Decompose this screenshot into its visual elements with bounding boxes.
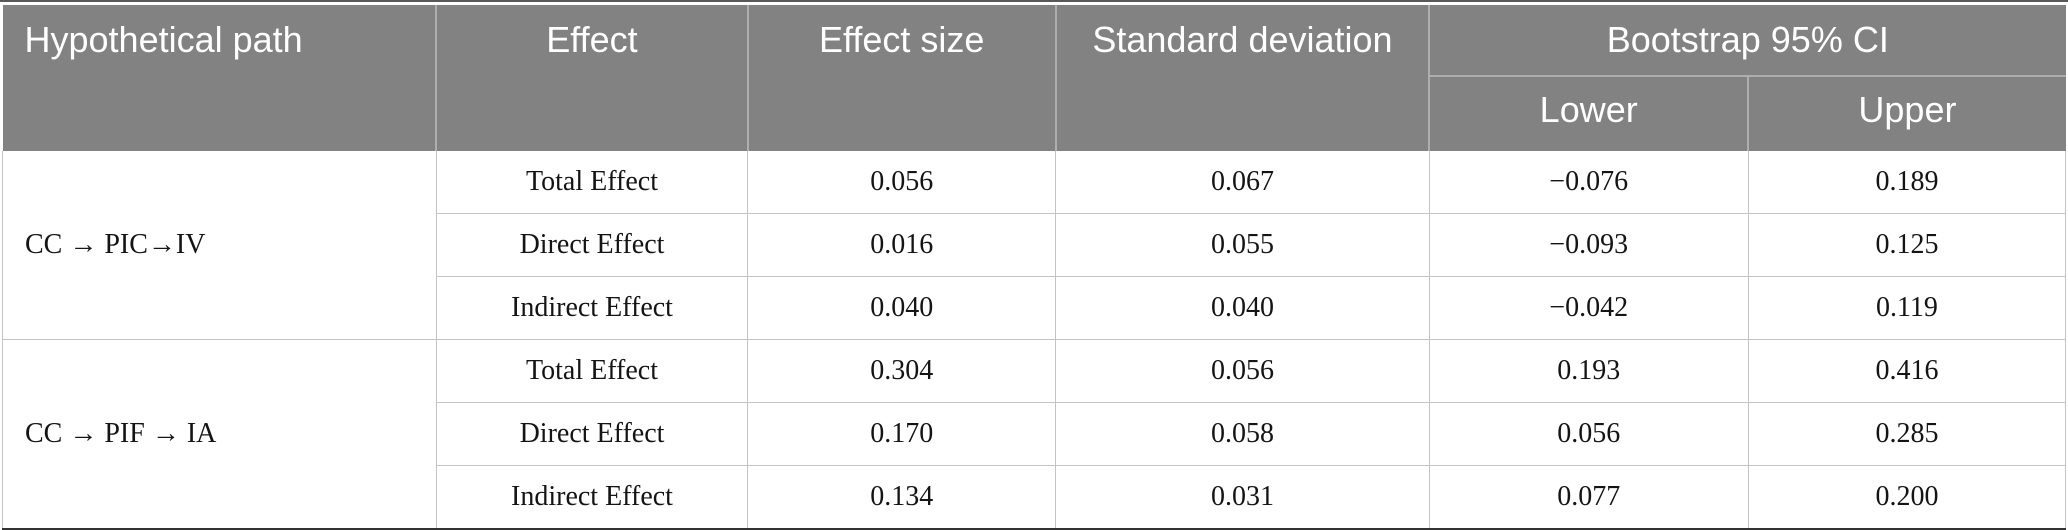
sd-cell: 0.056 — [1055, 339, 1430, 403]
table-row: Indirect Effect 0.040 0.040 −0.042 0.119 — [3, 276, 2067, 340]
header-effect-size: Effect size — [746, 5, 1056, 151]
path-cell-group2: CC → PIF → IA — [2, 339, 437, 530]
ci-upper-cell: 0.125 — [1747, 213, 2067, 277]
effect-size-cell: 0.040 — [747, 276, 1057, 340]
header-effect: Effect — [435, 5, 748, 151]
header-bootstrap-ci: Bootstrap 95% CI — [1428, 5, 2066, 77]
sd-cell: 0.058 — [1055, 402, 1430, 466]
table-body: CC → PIC→IV Total Effect 0.056 0.067 −0.… — [2, 151, 2067, 530]
effect-type-cell: Indirect Effect — [435, 276, 749, 340]
header-row-main: Hypothetical path Effect Effect size Sta… — [2, 5, 2066, 151]
table-row: CC → PIC→IV Total Effect 0.056 0.067 −0.… — [2, 151, 2067, 340]
header-hypothetical-path: Hypothetical path — [2, 5, 437, 151]
sd-cell: 0.040 — [1055, 276, 1430, 340]
effect-size-cell: 0.304 — [747, 339, 1057, 403]
header-lower: Lower — [1428, 76, 1749, 151]
effect-size-cell: 0.016 — [747, 213, 1057, 277]
header-upper: Upper — [1747, 76, 2066, 151]
ci-upper-cell: 0.416 — [1747, 339, 2067, 403]
ci-lower-cell: −0.042 — [1428, 276, 1749, 340]
effect-type-cell: Indirect Effect — [435, 465, 749, 530]
effect-type-cell: Direct Effect — [435, 402, 749, 466]
ci-upper-cell: 0.189 — [1747, 151, 2067, 214]
effect-size-cell: 0.170 — [747, 402, 1057, 466]
header-standard-deviation: Standard deviation — [1054, 5, 1430, 151]
path-cell-group1: CC → PIC→IV — [2, 151, 437, 340]
ci-lower-cell: −0.093 — [1428, 213, 1749, 277]
ci-upper-cell: 0.119 — [1747, 276, 2067, 340]
effect-size-cell: 0.134 — [747, 465, 1057, 530]
effect-size-cell: 0.056 — [747, 151, 1057, 214]
sd-cell: 0.067 — [1055, 151, 1430, 214]
table-row: Indirect Effect 0.134 0.031 0.077 0.200 — [3, 465, 2067, 530]
sd-cell: 0.031 — [1055, 465, 1430, 530]
table-row: CC → PIF → IA Total Effect 0.304 0.056 0… — [2, 339, 2067, 530]
ci-upper-cell: 0.285 — [1747, 402, 2067, 466]
ci-lower-cell: −0.076 — [1428, 151, 1749, 214]
ci-lower-cell: 0.077 — [1428, 465, 1749, 530]
effect-type-cell: Direct Effect — [435, 213, 749, 277]
table-header: Hypothetical path Effect Effect size Sta… — [2, 5, 2066, 151]
effect-type-cell: Total Effect — [435, 339, 749, 403]
table-top-rule — [0, 0, 2068, 2]
effect-type-cell: Total Effect — [435, 151, 749, 214]
sd-cell: 0.055 — [1055, 213, 1430, 277]
ci-lower-cell: 0.193 — [1428, 339, 1749, 403]
ci-upper-cell: 0.200 — [1747, 465, 2067, 530]
bootstrap-ci-table: Hypothetical path Effect Effect size Sta… — [2, 5, 2067, 530]
header-row-sub: Lower Upper — [3, 76, 2066, 151]
table-row: Direct Effect 0.016 0.055 −0.093 0.125 — [3, 213, 2067, 277]
table-row: Direct Effect 0.170 0.058 0.056 0.285 — [3, 402, 2067, 466]
ci-lower-cell: 0.056 — [1428, 402, 1749, 466]
